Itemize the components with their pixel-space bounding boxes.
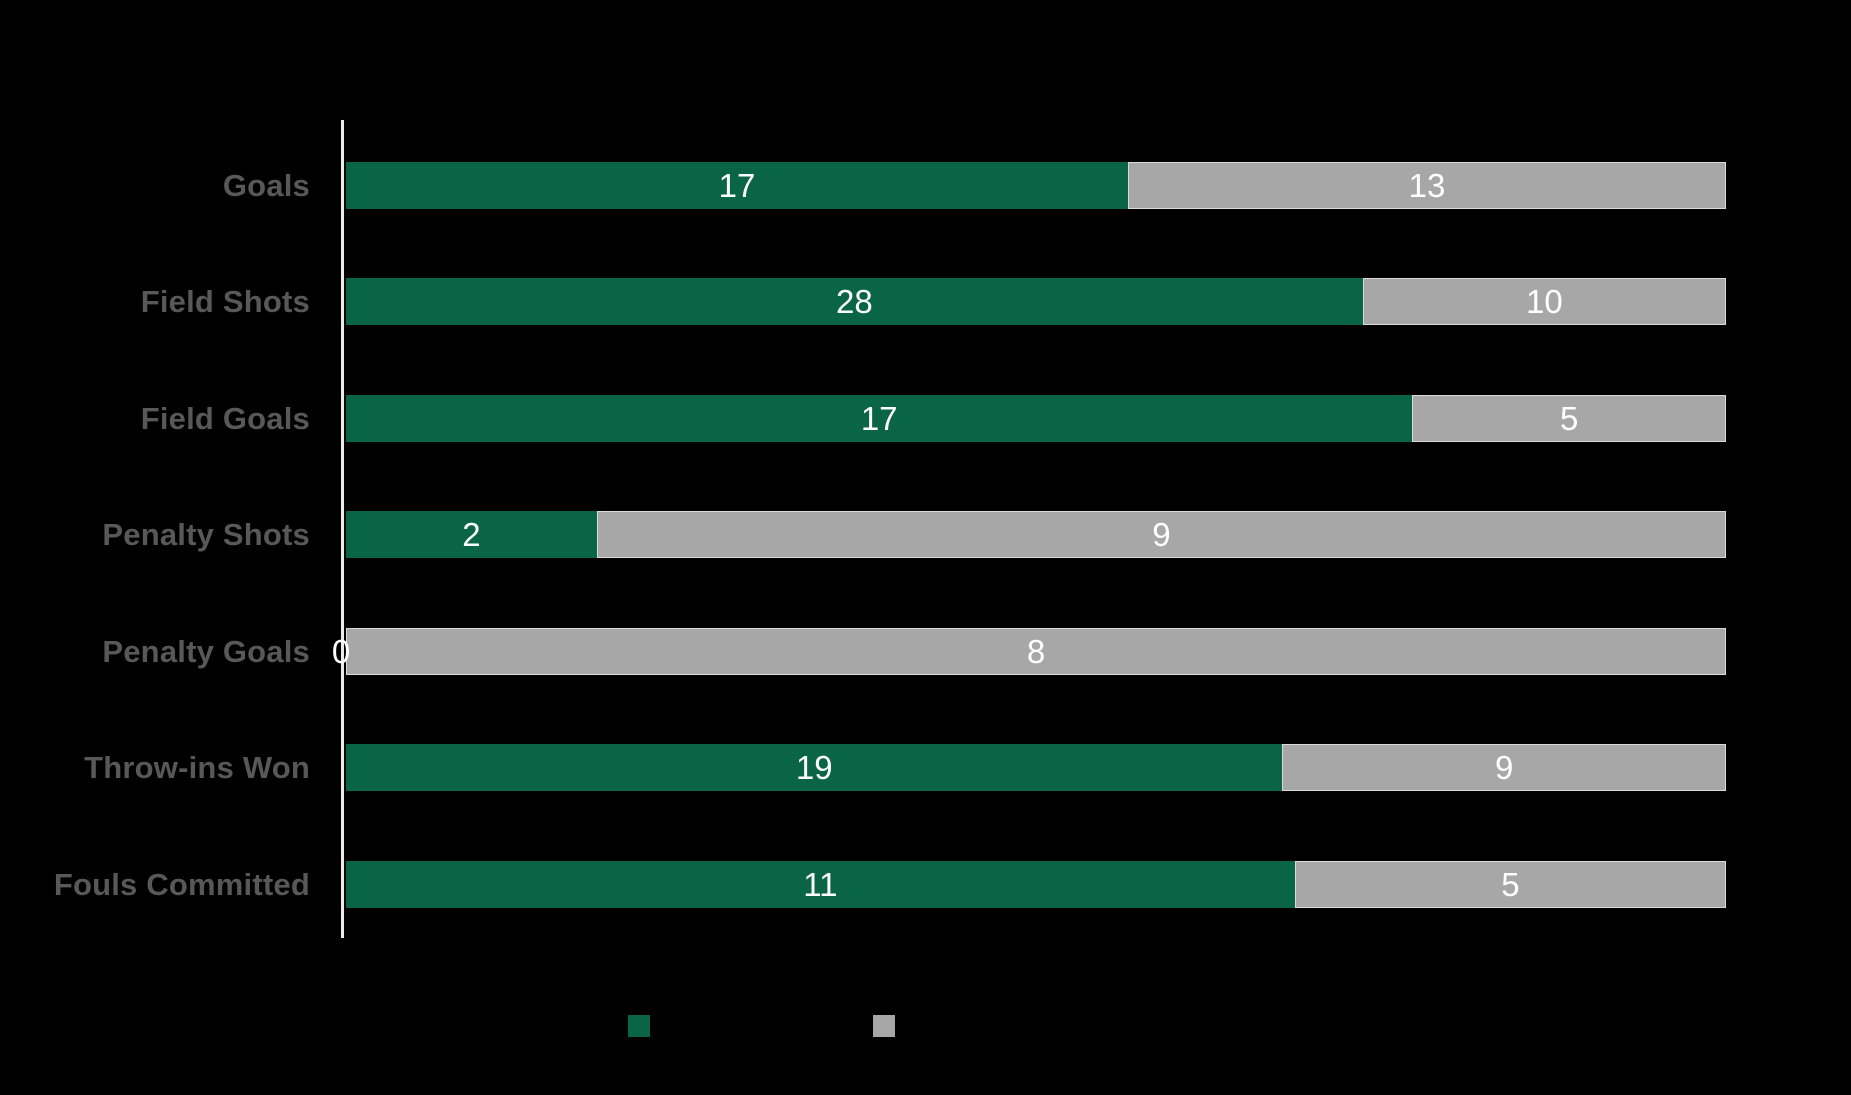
category-label: Throw-ins Won xyxy=(84,749,310,785)
bar-segment-grey: 5 xyxy=(1412,395,1726,442)
value-label: 5 xyxy=(1559,400,1579,437)
bar-segment-grey: 8 xyxy=(346,628,1726,675)
value-label: 2 xyxy=(462,516,481,553)
value-label: 13 xyxy=(1408,167,1446,204)
chart-row: Penalty Shots 2 9 xyxy=(0,511,1851,558)
bar-segment-grey: 13 xyxy=(1128,162,1726,209)
value-label: 11 xyxy=(803,866,838,903)
bar-segment-green: 19 xyxy=(346,744,1283,791)
chart-row: Fouls Committed 11 5 xyxy=(0,861,1851,908)
bar-track: 28 10 xyxy=(346,278,1726,325)
chart-row: Field Shots 28 10 xyxy=(0,278,1851,325)
category-label: Field Goals xyxy=(140,400,310,436)
value-label: 17 xyxy=(860,400,898,437)
bar-segment-green: 2 xyxy=(346,511,597,558)
category-label: Goals xyxy=(222,167,310,203)
category-label: Fouls Committed xyxy=(53,866,310,902)
value-label: 5 xyxy=(1501,866,1520,903)
bar-segment-green: 17 xyxy=(346,162,1128,209)
category-label: Penalty Shots xyxy=(102,516,310,552)
bar-segment-grey: 9 xyxy=(596,511,1726,558)
legend xyxy=(0,1015,1851,1037)
value-label: 17 xyxy=(718,167,756,204)
value-label-zero: 0 xyxy=(331,632,351,670)
chart-row: Field Goals 17 5 xyxy=(0,395,1851,442)
bar-segment-grey: 10 xyxy=(1362,278,1726,325)
bar-track: 11 5 xyxy=(346,861,1726,908)
value-label: 28 xyxy=(836,283,873,320)
chart-row: Penalty Goals 0 8 xyxy=(0,628,1851,675)
bar-segment-grey: 5 xyxy=(1294,861,1726,908)
chart-row: Throw-ins Won 19 9 xyxy=(0,744,1851,791)
value-label: 9 xyxy=(1152,516,1171,553)
legend-swatch-grey xyxy=(873,1015,895,1037)
bar-track: 17 5 xyxy=(346,395,1726,442)
category-label: Penalty Goals xyxy=(102,633,310,669)
bar-segment-green: 28 xyxy=(346,278,1363,325)
category-label: Field Shots xyxy=(140,283,310,319)
y-axis-line xyxy=(341,120,344,938)
value-label: 9 xyxy=(1495,749,1514,786)
chart-row: Goals 17 13 xyxy=(0,162,1851,209)
bar-segment-green: 17 xyxy=(346,395,1413,442)
value-label: 10 xyxy=(1526,283,1563,320)
legend-swatch-green xyxy=(628,1015,650,1037)
bar-track: 19 9 xyxy=(346,744,1726,791)
bar-track: 17 13 xyxy=(346,162,1726,209)
bar-segment-green: 11 xyxy=(346,861,1295,908)
value-label: 8 xyxy=(1026,633,1046,670)
bar-segment-grey: 9 xyxy=(1282,744,1726,791)
value-label: 19 xyxy=(795,749,833,786)
